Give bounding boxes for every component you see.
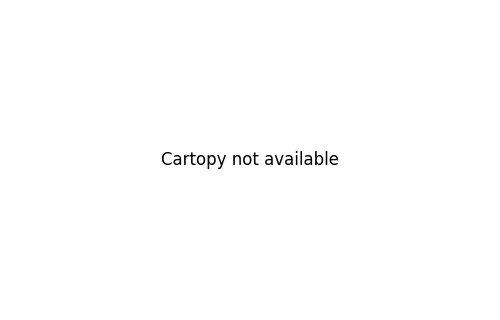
Text: Cartopy not available: Cartopy not available (161, 151, 339, 169)
